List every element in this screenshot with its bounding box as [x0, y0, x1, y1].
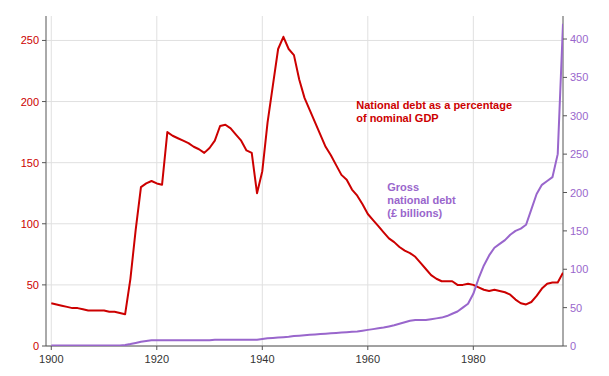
y2-tick	[563, 307, 567, 308]
x-tick	[473, 346, 474, 350]
y-tick-label: 100	[21, 218, 39, 230]
y2-tick	[563, 230, 567, 231]
y-tick	[42, 40, 46, 41]
y-tick-label: 200	[21, 96, 39, 108]
y2-tick	[563, 346, 567, 347]
grid-line	[46, 162, 563, 163]
grid-line	[156, 16, 157, 346]
y2-tick	[563, 269, 567, 270]
annotation-line: national debt	[387, 194, 456, 206]
grid-line	[46, 40, 563, 41]
y-tick	[42, 346, 46, 347]
x-tick-label: 1900	[39, 353, 63, 365]
y2-tick	[563, 77, 567, 78]
annotation-line: National debt as a percentage	[356, 99, 512, 111]
grid-line	[46, 223, 563, 224]
y2-tick-label: 350	[570, 71, 588, 83]
y2-axis-line	[563, 16, 564, 346]
grid-line	[51, 16, 52, 346]
y2-tick-label: 0	[570, 340, 576, 352]
series-line	[51, 37, 563, 314]
y2-tick-label: 150	[570, 225, 588, 237]
grid-line	[367, 16, 368, 346]
y2-tick	[563, 39, 567, 40]
y2-tick-label: 100	[570, 263, 588, 275]
annotation-line: of nominal GDP	[356, 112, 439, 124]
y-tick-label: 250	[21, 34, 39, 46]
y-tick	[42, 162, 46, 163]
annotation-line: (£ billions)	[387, 207, 442, 219]
x-tick-label: 1980	[461, 353, 485, 365]
y2-tick-label: 250	[570, 148, 588, 160]
series-group	[51, 24, 563, 346]
y-axis-line	[46, 16, 47, 346]
grid	[46, 16, 563, 346]
x-tick	[262, 346, 263, 350]
x-tick	[367, 346, 368, 350]
annotation-line: Gross	[387, 181, 419, 193]
x-tick	[51, 346, 52, 350]
series-line	[51, 24, 563, 346]
chart: 1900 1920 1940 1960 1980 0 50 100 150 200 250 0 50 10…	[0, 0, 609, 376]
x-tick-label: 1920	[145, 353, 169, 365]
y2-tick	[563, 115, 567, 116]
y-tick	[42, 223, 46, 224]
x-tick-label: 1960	[356, 353, 380, 365]
y-tick-label: 150	[21, 157, 39, 169]
grid-line	[262, 16, 263, 346]
y-tick	[42, 101, 46, 102]
annotation: National debt as a percentageof nominal …	[356, 99, 512, 124]
x-tick-label: 1940	[250, 353, 274, 365]
y2-tick	[563, 154, 567, 155]
y2-tick	[563, 192, 567, 193]
y2-tick-label: 50	[570, 302, 582, 314]
x-tick	[156, 346, 157, 350]
y-tick-label: 0	[33, 340, 39, 352]
annotation: Grossnational debt(£ billions)	[387, 181, 456, 219]
y2-tick-label: 300	[570, 110, 588, 122]
axes: 1900 1920 1940 1960 1980 0 50 100 150 200 250 0 50 10…	[21, 16, 589, 365]
y2-tick-label: 400	[570, 33, 588, 45]
grid-line	[46, 284, 563, 285]
y-tick	[42, 284, 46, 285]
y2-tick-label: 200	[570, 187, 588, 199]
y-tick-label: 50	[27, 279, 39, 291]
